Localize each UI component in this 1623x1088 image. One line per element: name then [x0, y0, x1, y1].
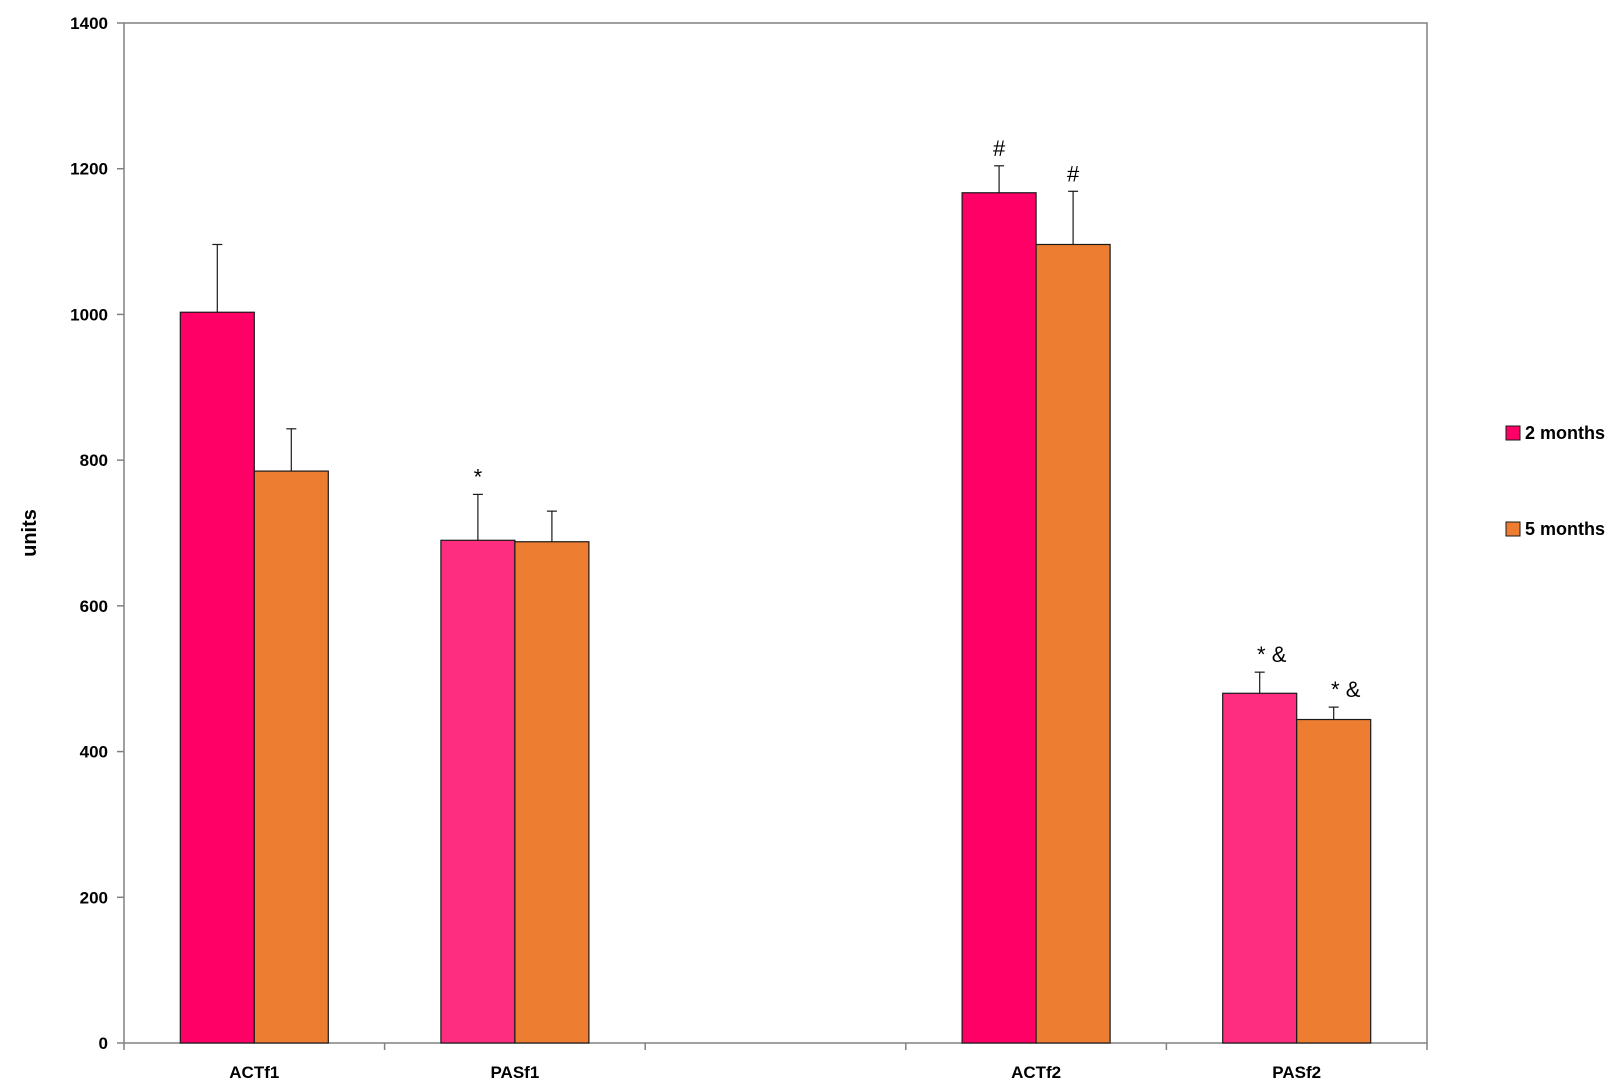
significance-annotation: * & — [1331, 677, 1361, 702]
plot-frame — [123, 22, 1428, 1044]
significance-annotation: # — [993, 136, 1006, 161]
y-tick-label: 800 — [80, 451, 108, 470]
y-tick-label: 600 — [80, 597, 108, 616]
bar — [1296, 718, 1372, 1044]
y-axis-title: units — [19, 509, 41, 557]
bar — [1222, 692, 1298, 1044]
bars: * # # * & * & — [179, 136, 1372, 1044]
legend: 2 months 5 months — [1505, 423, 1605, 539]
legend-label: 2 months — [1525, 423, 1605, 443]
bar — [1035, 243, 1111, 1044]
y-tick-label: 200 — [80, 888, 108, 907]
category-label: ACTf1 — [229, 1063, 279, 1082]
legend-swatch — [1505, 521, 1521, 537]
significance-annotation: * & — [1257, 642, 1287, 667]
bar — [253, 470, 329, 1044]
axes: 0 200 400 600 800 1000 1200 1400 units ACTf1 PASf1… — [19, 14, 1428, 1082]
category-label: ACTf2 — [1011, 1063, 1061, 1082]
y-tick-label: 400 — [80, 743, 108, 762]
y-tick-label: 1200 — [70, 160, 108, 179]
y-tick-label: 1000 — [70, 305, 108, 324]
legend-swatch — [1505, 425, 1521, 441]
legend-label: 5 months — [1525, 519, 1605, 539]
category-label: PASf1 — [490, 1063, 539, 1082]
bar — [440, 539, 516, 1044]
category-label: PASf2 — [1272, 1063, 1321, 1082]
bar — [961, 192, 1037, 1044]
significance-annotation: # — [1067, 161, 1080, 186]
y-tick-label: 1400 — [70, 14, 108, 33]
bar — [514, 541, 590, 1044]
significance-annotation: * — [474, 464, 483, 489]
y-tick-label: 0 — [99, 1034, 108, 1053]
bar — [179, 311, 255, 1044]
